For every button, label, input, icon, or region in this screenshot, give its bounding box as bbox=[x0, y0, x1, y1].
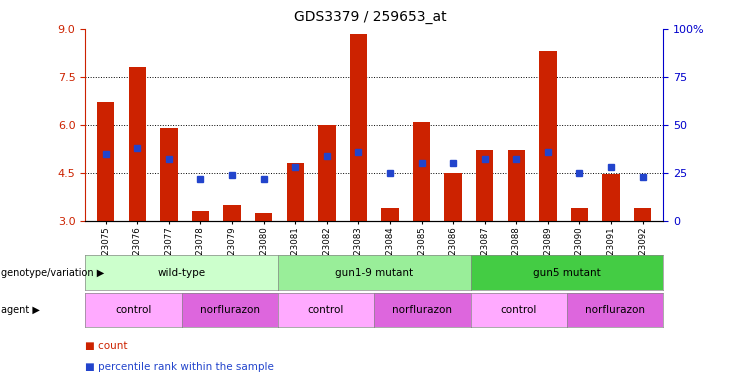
Bar bbox=[318, 125, 336, 221]
Bar bbox=[223, 205, 241, 221]
Bar bbox=[129, 67, 146, 221]
Text: control: control bbox=[500, 305, 537, 315]
Bar bbox=[508, 151, 525, 221]
Text: ■ count: ■ count bbox=[85, 341, 127, 351]
Text: wild-type: wild-type bbox=[158, 268, 205, 278]
Bar bbox=[571, 208, 588, 221]
Bar bbox=[602, 174, 619, 221]
Bar bbox=[192, 211, 209, 221]
Bar bbox=[445, 173, 462, 221]
Text: gun5 mutant: gun5 mutant bbox=[533, 268, 601, 278]
Bar bbox=[539, 51, 556, 221]
Bar bbox=[476, 151, 494, 221]
Bar bbox=[160, 128, 178, 221]
Bar bbox=[255, 213, 273, 221]
Bar bbox=[350, 34, 367, 221]
Bar bbox=[382, 208, 399, 221]
Text: control: control bbox=[115, 305, 152, 315]
Bar bbox=[97, 103, 114, 221]
Text: gun1-9 mutant: gun1-9 mutant bbox=[335, 268, 413, 278]
Bar bbox=[287, 163, 304, 221]
Text: norflurazon: norflurazon bbox=[200, 305, 259, 315]
Bar bbox=[634, 208, 651, 221]
Text: norflurazon: norflurazon bbox=[393, 305, 452, 315]
Text: control: control bbox=[308, 305, 345, 315]
Text: GDS3379 / 259653_at: GDS3379 / 259653_at bbox=[294, 10, 447, 23]
Text: agent ▶: agent ▶ bbox=[1, 305, 40, 315]
Text: norflurazon: norflurazon bbox=[585, 305, 645, 315]
Text: genotype/variation ▶: genotype/variation ▶ bbox=[1, 268, 104, 278]
Text: ■ percentile rank within the sample: ■ percentile rank within the sample bbox=[85, 362, 274, 372]
Bar bbox=[413, 122, 431, 221]
